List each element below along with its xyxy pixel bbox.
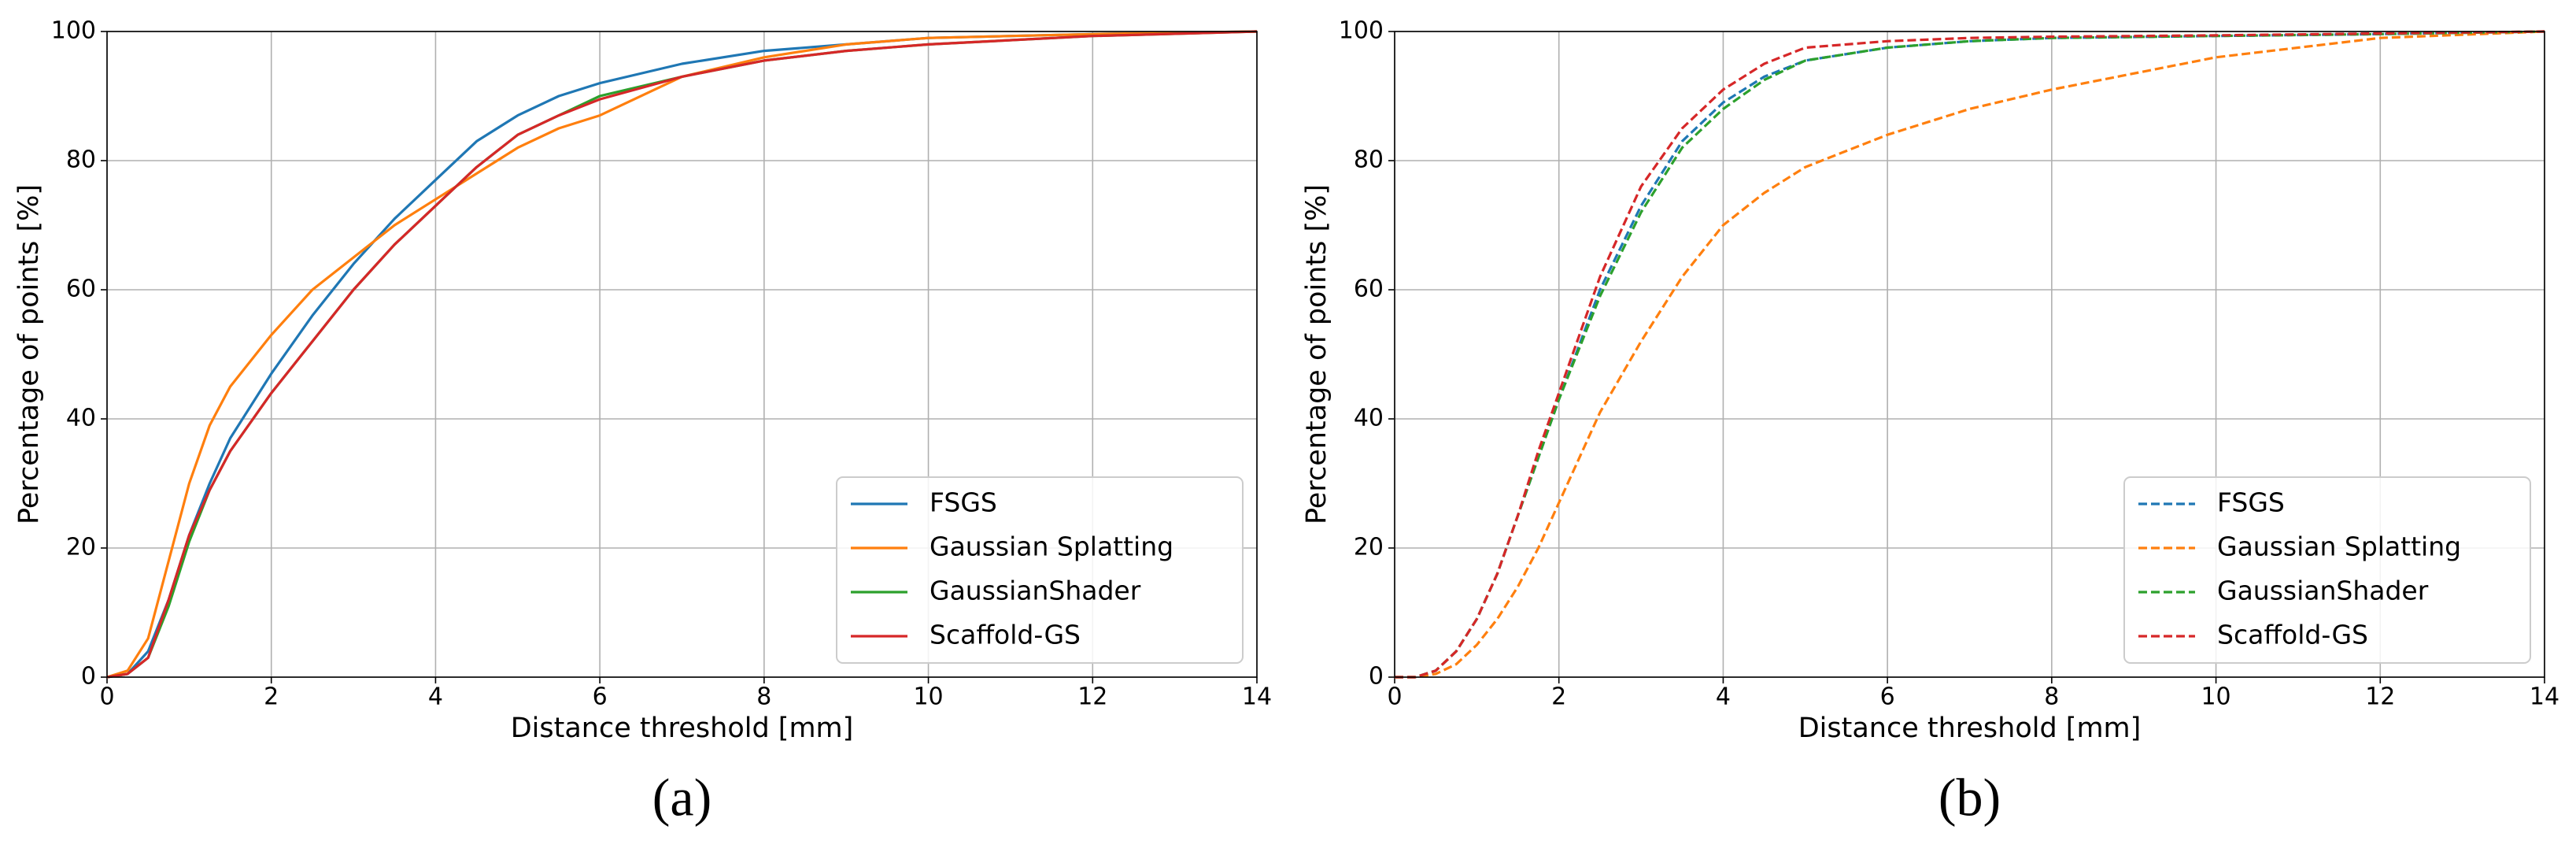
x-tick-label: 2 [1551, 683, 1566, 711]
plot-frame [1394, 31, 2545, 678]
x-tick-label: 4 [1716, 683, 1731, 711]
x-tick-label: 10 [913, 683, 943, 711]
panel-label: (b) [1938, 768, 2001, 828]
x-tick-label: 14 [1242, 683, 1272, 711]
panel-label: (a) [652, 768, 711, 828]
y-tick-label: 100 [1339, 17, 1384, 45]
x-tick-label: 6 [593, 683, 608, 711]
x-tick-label: 6 [1880, 683, 1895, 711]
x-tick-label: 2 [264, 683, 279, 711]
y-tick-label: 80 [66, 146, 96, 174]
y-axis-label: Percentage of points [%] [13, 184, 45, 524]
y-tick-label: 80 [1354, 146, 1384, 174]
plot-frame [106, 31, 1258, 678]
series-line [106, 30, 1258, 679]
x-tick-label: 12 [1077, 683, 1107, 711]
x-tick-label: 0 [1387, 683, 1402, 711]
y-tick-label: 20 [1354, 534, 1384, 561]
x-tick-label: 10 [2201, 683, 2230, 711]
legend-label: GaussianShader [2217, 576, 2429, 606]
x-tick-label: 0 [99, 683, 114, 711]
legend-label: Scaffold-GS [2217, 620, 2368, 650]
y-tick-label: 0 [81, 663, 96, 691]
x-tick-label: 8 [2044, 683, 2059, 711]
legend-label: GaussianShader [930, 576, 1141, 606]
x-tick-label: 4 [428, 683, 443, 711]
y-tick-label: 40 [1354, 405, 1384, 432]
legend-box [836, 476, 1244, 664]
x-tick-label: 8 [756, 683, 771, 711]
legend-label: Gaussian Splatting [2217, 531, 2461, 562]
legend-label: FSGS [930, 487, 997, 518]
y-tick-label: 40 [66, 405, 96, 432]
x-axis-label: Distance threshold [mm] [511, 713, 854, 744]
legend-label: FSGS [2217, 487, 2285, 518]
series-line [1395, 30, 2545, 679]
x-tick-label: 14 [2530, 683, 2559, 711]
series-line [1395, 30, 2545, 679]
y-tick-label: 20 [66, 534, 96, 561]
legend-box [2123, 476, 2531, 664]
legend-label: Scaffold-GS [930, 620, 1081, 650]
x-axis-label: Distance threshold [mm] [1798, 713, 2142, 744]
y-tick-label: 60 [1354, 276, 1384, 303]
x-tick-label: 12 [2365, 683, 2395, 711]
y-tick-label: 60 [66, 276, 96, 303]
y-tick-label: 0 [1369, 663, 1384, 691]
y-tick-label: 100 [51, 17, 96, 45]
y-axis-label: Percentage of points [%] [1301, 184, 1332, 524]
legend-label: Gaussian Splatting [930, 531, 1173, 562]
series-line [106, 30, 1258, 679]
